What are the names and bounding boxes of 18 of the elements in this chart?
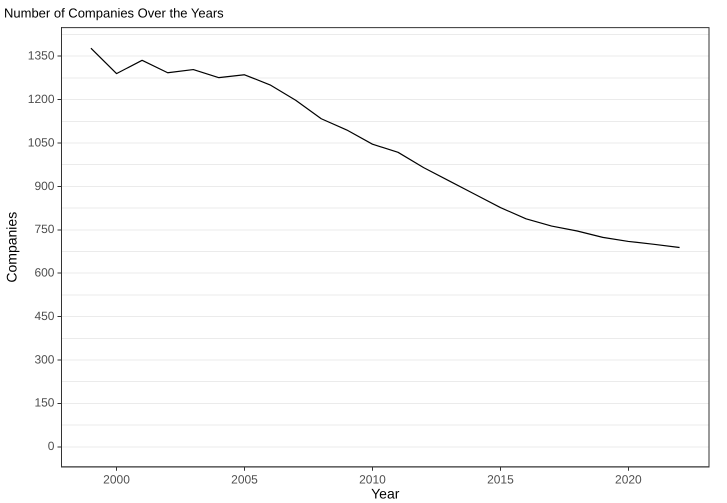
y-tick-label: 0 (48, 439, 55, 454)
y-tick-label: 600 (34, 266, 55, 280)
y-tick-label: 1050 (28, 135, 55, 150)
x-tick-label: 2020 (615, 472, 642, 486)
x-tick-label: 2000 (103, 472, 130, 486)
x-tick-label: 2015 (487, 472, 514, 486)
x-axis-title: Year (371, 485, 400, 502)
x-tick-label: 2010 (359, 472, 386, 486)
y-tick-label: 750 (34, 222, 55, 236)
y-tick-label: 300 (34, 352, 55, 366)
y-axis-title: Companies (3, 212, 20, 283)
y-tick-label: 1200 (28, 92, 55, 106)
x-tick-label: 2005 (231, 472, 258, 486)
y-tick-label: 150 (34, 396, 55, 410)
y-tick-label: 900 (34, 178, 55, 193)
y-tick-label: 1350 (28, 48, 55, 63)
y-tick-label: 450 (34, 308, 55, 323)
chart-title: Number of Companies Over the Years (4, 5, 224, 20)
